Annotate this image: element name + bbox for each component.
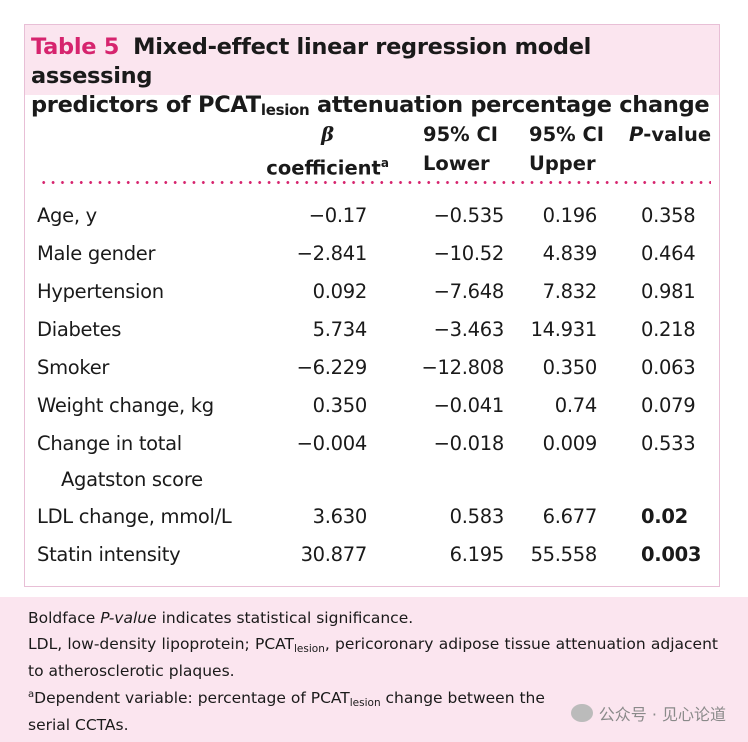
ci-upper-cell: 14.931 <box>530 318 598 341</box>
beta-cell: 5.734 <box>312 318 368 341</box>
ci-upper-cell: 0.009 <box>542 432 598 455</box>
row-label: Diabetes <box>37 318 122 341</box>
beta-sup: a <box>380 156 389 170</box>
p-value-cell: 0.358 <box>641 204 696 227</box>
title-line-1: Table 5 Mixed-effect linear regression mo… <box>31 33 719 91</box>
ci-upper-cell: 0.350 <box>542 356 598 379</box>
note3-pre: Dependent variable: percentage of PCAT <box>34 689 350 708</box>
footnote-band <box>0 597 748 742</box>
ci-lower-cell: −3.463 <box>433 318 505 341</box>
p-value-cell: 0.003 <box>641 543 702 566</box>
ci-lower-cell: 0.583 <box>449 505 505 528</box>
table-frame: Table 5 Mixed-effect linear regression mo… <box>24 24 720 587</box>
ci-lower-cell: −12.808 <box>421 356 505 379</box>
beta-cell: 3.630 <box>312 505 368 528</box>
beta-cell: 30.877 <box>300 543 368 566</box>
p-value-cell: 0.063 <box>641 356 696 379</box>
p-rest: -value <box>643 123 712 146</box>
row-label: Age, y <box>37 204 97 227</box>
ci-lower-line2: Lower <box>423 152 490 175</box>
table-row: Male gender −2.841 −10.52 4.839 0.464 <box>25 241 719 279</box>
ci-lower-cell: −0.535 <box>433 204 505 227</box>
note1-pre: Boldface <box>28 609 101 627</box>
beta-cell: 0.092 <box>312 280 368 303</box>
ci-upper-cell: 4.839 <box>542 242 598 265</box>
row-label: Male gender <box>37 242 156 265</box>
note2-pre: LDL, low-density lipoprotein; PCAT <box>28 635 295 653</box>
header-beta: β coefficienta <box>266 120 389 183</box>
beta-cell: 0.350 <box>312 394 368 417</box>
title-text-3: attenuation percentage change <box>309 92 710 118</box>
row-label: Weight change, kg <box>37 394 214 417</box>
beta-cell: −0.17 <box>308 204 368 227</box>
note2-post: , pericoronary adipose tissue attenuatio… <box>28 635 718 680</box>
ci-upper-cell: 7.832 <box>542 280 598 303</box>
row-label: Change in total <box>37 432 182 455</box>
table-row: LDL change, mmol/L 3.630 0.583 6.677 0.02 <box>25 504 719 542</box>
ci-lower-cell: −0.041 <box>433 394 505 417</box>
footnote-3: aDependent variable: percentage of PCATl… <box>28 684 588 736</box>
p-value-cell: 0.079 <box>641 394 696 417</box>
table-row: Statin intensity 30.877 6.195 55.558 0.003 <box>25 542 719 580</box>
title-line-2: predictors of PCATlesion attenuation per… <box>31 91 719 125</box>
ci-upper-cell: 0.74 <box>554 394 598 417</box>
ci-upper-cell: 55.558 <box>530 543 598 566</box>
title-subscript: lesion <box>260 101 310 119</box>
table-row: Age, y −0.17 −0.535 0.196 0.358 <box>25 203 719 241</box>
watermark: 公众号 · 见心论道 <box>570 701 726 725</box>
ci-lower-line1: 95% CI <box>423 123 499 146</box>
ci-lower-cell: −0.018 <box>433 432 505 455</box>
ci-upper-line1: 95% CI <box>529 123 605 146</box>
table-title: Table 5 Mixed-effect linear regression mo… <box>25 25 719 119</box>
row-label: Statin intensity <box>37 543 181 566</box>
header-p-value: P-value <box>629 120 711 149</box>
footnote-2: LDL, low-density lipoprotein; PCATlesion… <box>28 633 718 682</box>
wechat-icon <box>570 704 593 722</box>
p-value-cell: 0.533 <box>641 432 696 455</box>
table-row: Hypertension 0.092 −7.648 7.832 0.981 <box>25 279 719 317</box>
table-row: Smoker −6.229 −12.808 0.350 0.063 <box>25 355 719 393</box>
note3-sup: a <box>28 689 35 700</box>
header-ci-lower: 95% CI Lower <box>423 120 498 178</box>
title-text-2: predictors of PCAT <box>31 92 261 118</box>
p-italic: P <box>629 123 644 146</box>
row-label-continued: Agatston score <box>61 468 203 491</box>
dotted-divider <box>39 181 711 184</box>
p-value-cell: 0.218 <box>641 318 696 341</box>
note2-sub: lesion <box>294 643 325 655</box>
beta-cell: −0.004 <box>296 432 368 455</box>
beta-cell: −6.229 <box>296 356 368 379</box>
note1-post: indicates statistical significance. <box>156 609 414 627</box>
footnote-1: Boldface P-value indicates statistical s… <box>28 607 718 629</box>
watermark-text: 公众号 · 见心论道 <box>598 705 726 724</box>
row-label: Smoker <box>37 356 110 379</box>
note1-italic: P-value <box>100 609 157 627</box>
beta-symbol: β <box>321 123 335 146</box>
ci-lower-cell: −10.52 <box>433 242 505 265</box>
note3-post: change between the serial CCTAs. <box>28 689 545 735</box>
table-row: Change in total Agatston score −0.004 −0.01… <box>25 431 719 491</box>
row-label: LDL change, mmol/L <box>37 505 232 528</box>
note3-sub: lesion <box>349 697 381 710</box>
beta-label: coefficient <box>266 156 381 180</box>
row-label: Hypertension <box>37 280 164 303</box>
ci-upper-cell: 6.677 <box>542 505 598 528</box>
title-text-1: Mixed-effect linear regression model ass… <box>31 34 592 89</box>
table-number: Table 5 <box>31 34 120 60</box>
ci-lower-cell: 6.195 <box>449 543 505 566</box>
ci-upper-line2: Upper <box>529 152 596 175</box>
table-row: Diabetes 5.734 −3.463 14.931 0.218 <box>25 317 719 355</box>
ci-lower-cell: −7.648 <box>433 280 505 303</box>
p-value-cell: 0.981 <box>641 280 696 303</box>
p-value-cell: 0.464 <box>641 242 696 265</box>
beta-cell: −2.841 <box>296 242 368 265</box>
header-ci-upper: 95% CI Upper <box>529 120 604 178</box>
ci-upper-cell: 0.196 <box>542 204 598 227</box>
p-value-cell: 0.02 <box>641 505 688 528</box>
table-row: Weight change, kg 0.350 −0.041 0.74 0.079 <box>25 393 719 431</box>
